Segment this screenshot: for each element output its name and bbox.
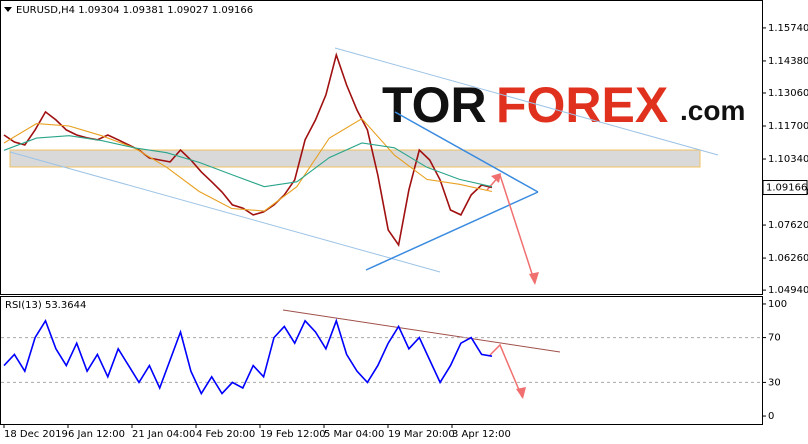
y-tick-label: 100 — [768, 299, 787, 310]
x-tick-label: 4 Feb 20:00 — [196, 429, 255, 440]
channel-line — [334, 47, 719, 156]
title-icon — [4, 7, 12, 12]
y-tick-label: 70 — [768, 333, 781, 344]
rsi-panel — [0, 296, 763, 425]
arrow-head — [516, 387, 526, 399]
annotations — [9, 47, 719, 399]
y-tick-label: 1.13060 — [768, 88, 808, 99]
current-price-box — [762, 180, 808, 196]
y-tick-label: 1.11700 — [768, 121, 808, 132]
logo-tor: TOR — [382, 77, 487, 133]
y-tick-label: 1.15740 — [768, 23, 808, 34]
series-line — [3, 318, 493, 396]
y-tick-label: 1.14380 — [768, 56, 808, 67]
x-tick-label: 19 Mar 20:00 — [388, 429, 455, 440]
logo-com: .com — [680, 95, 745, 126]
x-tick-label: 18 Dec 2019 — [4, 429, 68, 440]
y-tick-label: 0 — [768, 411, 774, 422]
y-tick-label: 30 — [768, 377, 781, 388]
x-tick-label: 3 Apr 12:00 — [452, 429, 511, 440]
series-line — [3, 52, 493, 248]
y-tick-label: 1.04940 — [768, 285, 808, 296]
y-tick-label: 1.10340 — [768, 154, 808, 165]
series-line — [3, 135, 493, 188]
watermark: TOR FOREX .com — [382, 77, 745, 133]
price-panel — [0, 0, 763, 295]
resistance-zone — [9, 149, 701, 168]
x-tick-label: 5 Mar 04:00 — [324, 429, 384, 440]
symbol-title: EURUSD,H4 1.09304 1.09381 1.09027 1.0916… — [16, 5, 253, 16]
arrow-head — [529, 272, 539, 285]
arrow-head — [491, 173, 501, 183]
rsi-trendline — [282, 309, 561, 353]
rsi-arrow — [489, 343, 523, 398]
series-line — [3, 117, 493, 212]
y-tick-label: 1.06260 — [768, 253, 808, 264]
x-tick-label: 21 Jan 04:00 — [132, 429, 195, 440]
channel-line — [9, 151, 441, 273]
rsi-title: RSI(13) 53.3644 — [5, 300, 86, 311]
current-price-label: 1.09166 — [766, 183, 807, 194]
y-tick-label: 1.07620 — [768, 220, 808, 231]
x-tick-label: 19 Feb 12:00 — [260, 429, 326, 440]
logo-forex: FOREX — [496, 77, 668, 133]
x-tick-label: 6 Jan 12:00 — [68, 429, 125, 440]
triangle-line — [394, 111, 539, 193]
